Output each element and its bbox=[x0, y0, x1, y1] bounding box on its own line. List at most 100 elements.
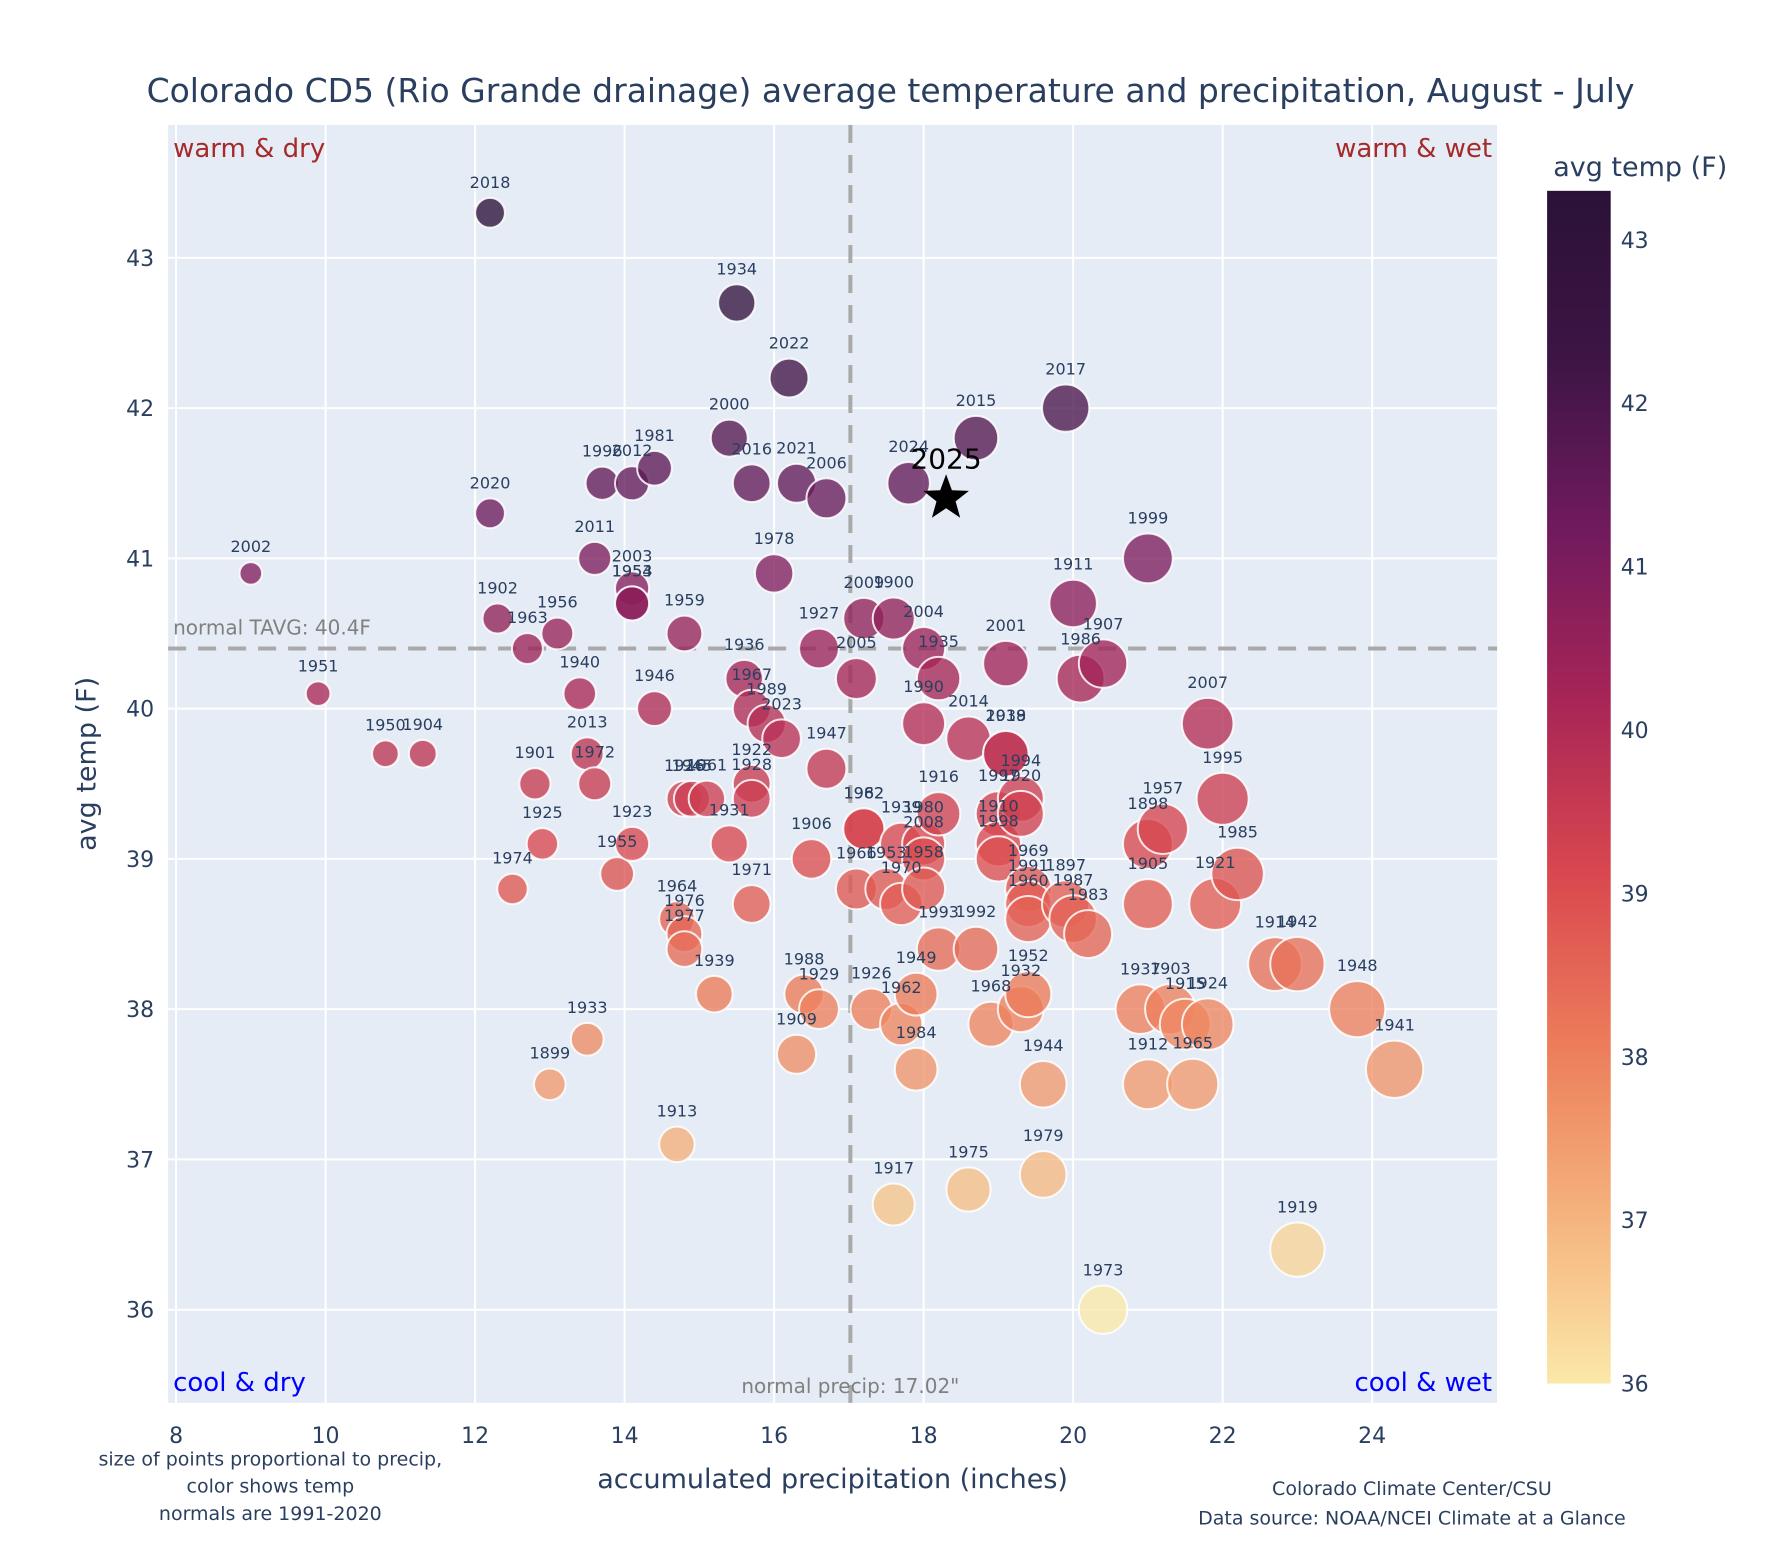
point-label: 1968 bbox=[971, 977, 1012, 996]
quadrant-warm-wet: warm & wet bbox=[1335, 134, 1492, 164]
point-label: 1986 bbox=[1060, 630, 1101, 649]
data-point-1972 bbox=[577, 766, 613, 802]
point-label: 1949 bbox=[896, 948, 937, 967]
colorbar-tick-label: 42 bbox=[1621, 392, 1649, 417]
point-label: 1997 bbox=[978, 766, 1019, 785]
point-label: 1953 bbox=[866, 843, 907, 862]
data-point-1955 bbox=[599, 856, 635, 892]
point-label: 1987 bbox=[1053, 870, 1094, 889]
point-label: 1975 bbox=[948, 1142, 989, 1161]
point-label: 1995 bbox=[1202, 748, 1243, 767]
point-label: 1970 bbox=[881, 858, 922, 877]
point-label: 1971 bbox=[731, 860, 772, 879]
point-label: 1940 bbox=[559, 652, 600, 671]
data-point-1984 bbox=[893, 1046, 939, 1092]
data-point-2023 bbox=[761, 718, 802, 760]
point-label: 1962 bbox=[843, 783, 884, 802]
data-point-1911 bbox=[1048, 578, 1098, 629]
point-label: 2005 bbox=[836, 633, 877, 652]
point-label: 1993 bbox=[918, 902, 959, 921]
data-point-1999 bbox=[1122, 532, 1174, 585]
point-label: 1902 bbox=[477, 578, 518, 597]
colorbar-tick-label: 37 bbox=[1621, 1209, 1649, 1234]
y-tick-label: 38 bbox=[126, 998, 154, 1023]
x-tick-label: 10 bbox=[312, 1424, 340, 1449]
colorbar-tick-label: 41 bbox=[1621, 556, 1649, 581]
point-label: 1933 bbox=[567, 998, 608, 1017]
quadrant-labels: warm & dry warm & wet cool & dry cool & wet bbox=[173, 134, 1492, 1398]
point-label: 1944 bbox=[1023, 1036, 1064, 1055]
data-point-1990 bbox=[901, 701, 947, 747]
point-label: 1988 bbox=[784, 949, 825, 968]
point-label: 1922 bbox=[731, 740, 772, 759]
data-point-1931 bbox=[709, 824, 749, 864]
point-label: 1936 bbox=[724, 635, 765, 654]
data-point-1961 bbox=[687, 779, 727, 818]
data-point-1977 bbox=[665, 930, 704, 968]
data-points bbox=[238, 196, 1425, 1335]
point-label: 1948 bbox=[1337, 956, 1378, 975]
data-point-1962 bbox=[842, 807, 886, 851]
point-label: 1904 bbox=[402, 715, 443, 734]
footnote-left-line: size of points proportional to precip, bbox=[99, 1448, 443, 1470]
point-label: 1900 bbox=[873, 572, 914, 591]
normal-precip-label: normal precip: 17.02" bbox=[741, 1374, 959, 1398]
x-tick-label: 22 bbox=[1209, 1424, 1237, 1449]
data-point-1996 bbox=[584, 465, 620, 501]
data-point-1940 bbox=[562, 676, 598, 711]
point-label: 1939 bbox=[881, 798, 922, 817]
point-label: 1967 bbox=[731, 665, 772, 684]
point-label: 1919 bbox=[1277, 1197, 1318, 1216]
point-label: 1911 bbox=[1053, 555, 1094, 574]
point-label: 1966 bbox=[836, 843, 877, 862]
data-point-1916 bbox=[915, 791, 962, 837]
data-point-1941 bbox=[1364, 1039, 1425, 1099]
highlight-label: 2025 bbox=[910, 442, 981, 475]
y-tick-label: 40 bbox=[126, 698, 154, 723]
footnote-left-line: color shows temp bbox=[187, 1476, 355, 1498]
point-label: 1912 bbox=[1128, 1034, 1169, 1053]
point-label: 1916 bbox=[918, 767, 959, 786]
data-point-1959 bbox=[665, 614, 704, 653]
point-label: 1947 bbox=[806, 724, 847, 743]
x-tick-label: 18 bbox=[910, 1424, 938, 1449]
data-point-1948 bbox=[1328, 980, 1387, 1039]
point-label: 1991 bbox=[1008, 856, 1049, 875]
point-label: 2014 bbox=[948, 692, 989, 711]
y-axis-title: avg temp (F) bbox=[71, 677, 102, 851]
point-label: 1984 bbox=[896, 1023, 937, 1042]
point-label: 1934 bbox=[716, 259, 757, 278]
point-label: 1901 bbox=[515, 743, 556, 762]
point-label: 1996 bbox=[582, 442, 623, 461]
x-axis-title: accumulated precipitation (inches) bbox=[597, 1464, 1068, 1495]
data-point-1905 bbox=[1122, 878, 1174, 930]
data-point-2017 bbox=[1041, 383, 1091, 433]
point-label: 2009 bbox=[843, 573, 884, 592]
data-point-1951 bbox=[304, 680, 332, 707]
footnotes: size of points proportional to precip, co… bbox=[99, 1448, 1626, 1529]
point-label: 2016 bbox=[731, 439, 772, 458]
data-point-1904 bbox=[407, 738, 438, 769]
data-point-1949 bbox=[893, 971, 939, 1017]
y-tick-label: 42 bbox=[126, 397, 154, 422]
data-point-1899 bbox=[533, 1067, 567, 1102]
data-point-1950 bbox=[371, 739, 400, 769]
point-label: 2006 bbox=[806, 453, 847, 472]
quadrant-cool-dry: cool & dry bbox=[173, 1368, 306, 1398]
data-point-1906 bbox=[790, 838, 833, 880]
data-point-1985 bbox=[1210, 846, 1265, 902]
point-label: 2003 bbox=[612, 546, 653, 565]
data-point-1952 bbox=[1004, 970, 1053, 1019]
point-label: 1965 bbox=[1172, 1034, 1213, 1053]
point-label: 1958 bbox=[903, 842, 944, 861]
data-point-1958 bbox=[901, 866, 947, 912]
highlight-star-icon bbox=[923, 474, 969, 518]
data-point-1900 bbox=[871, 596, 916, 641]
point-label: 1955 bbox=[597, 832, 638, 851]
data-point-1983 bbox=[1063, 909, 1114, 959]
data-point-1927 bbox=[798, 627, 840, 670]
y-tick-label: 41 bbox=[126, 547, 154, 572]
